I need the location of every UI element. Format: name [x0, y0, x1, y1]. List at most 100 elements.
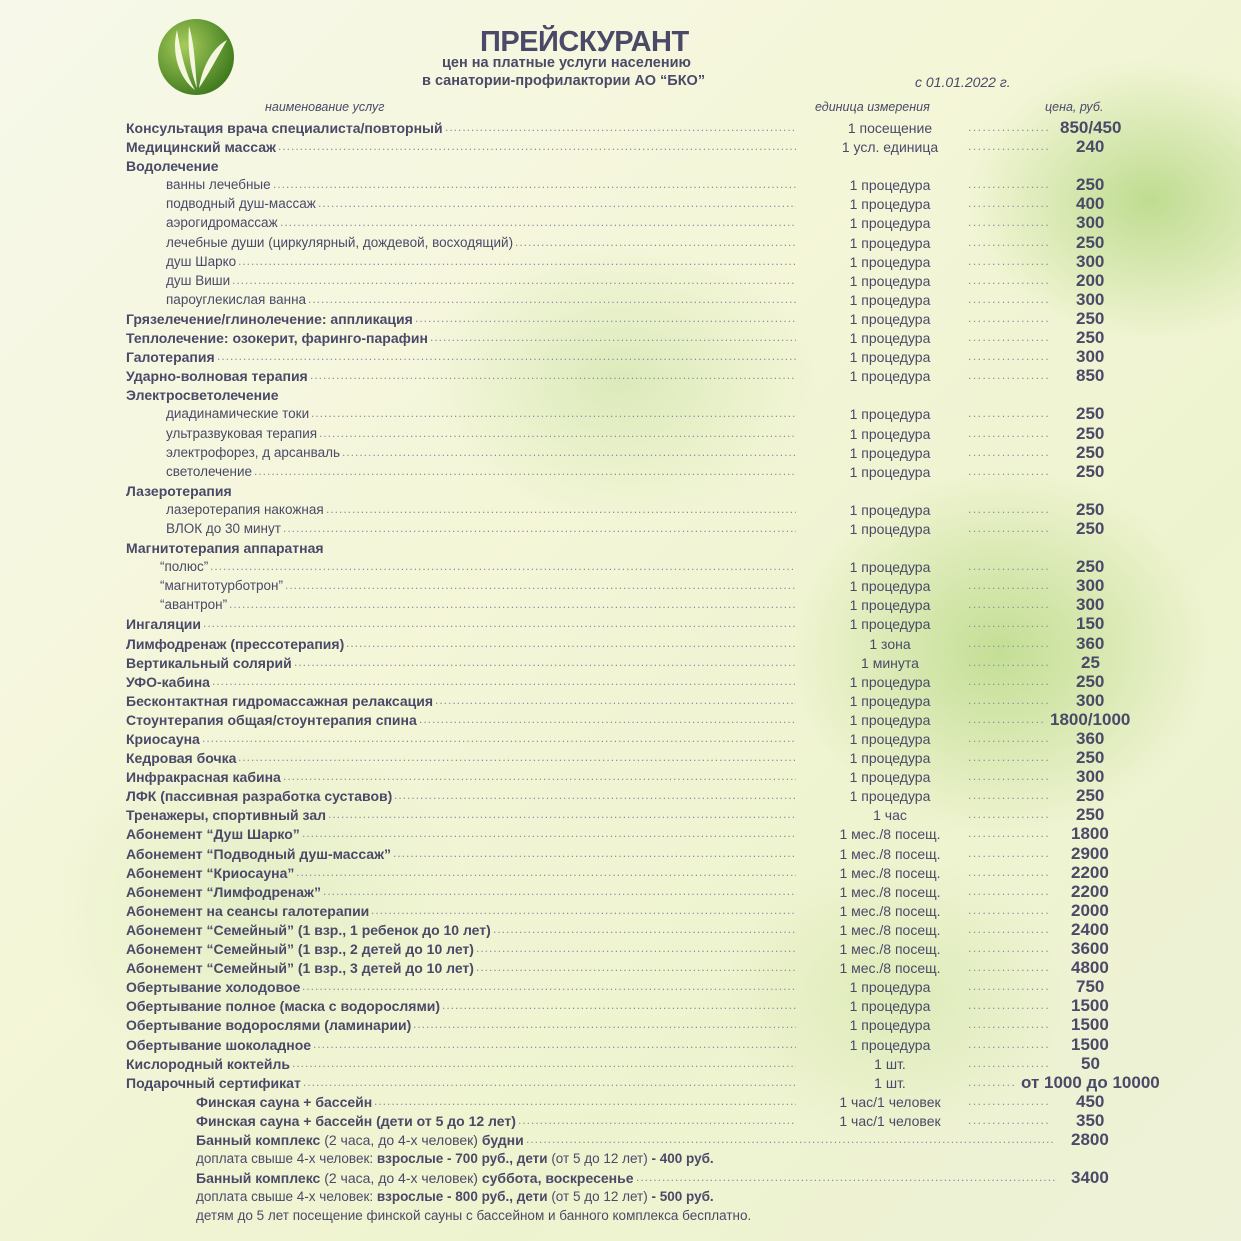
- unit-of-measure: 1 мес./8 посещ.: [839, 845, 941, 862]
- leader-dots: ........................................…: [302, 979, 796, 994]
- leader-dots: ........................................…: [273, 177, 796, 192]
- unit-of-measure: 1 процедура: [849, 272, 931, 289]
- leader-dots: ........................................…: [285, 578, 796, 593]
- leader-dots: ..............................: [968, 769, 1048, 784]
- price-row: ультразвуковая терапия..................…: [0, 424, 1241, 443]
- price-row: подводный душ-массаж....................…: [0, 194, 1241, 213]
- unit-of-measure: 1 процедура: [849, 750, 931, 767]
- price-row: УФО-кабина..............................…: [0, 672, 1241, 691]
- service-name: Медицинский массаж: [126, 139, 276, 156]
- service-name: Абонемент “Душ Шарко”: [126, 826, 300, 843]
- price-value: 1500: [1071, 1034, 1109, 1054]
- service-name: Электросветолечение: [126, 387, 279, 404]
- price-row: Банный комплекс (2 часа, до 4-х человек)…: [0, 1130, 1241, 1149]
- price-value: 300: [1076, 595, 1105, 615]
- price-row: Обертывание водорослями (ламинарии).....…: [0, 1015, 1241, 1034]
- service-name: ванны лечебные: [166, 177, 271, 193]
- price-row: Абонемент “Семейный” (1 взр., 2 детей до…: [0, 939, 1241, 958]
- leader-dots: ..............................: [968, 731, 1048, 745]
- price-row: Тренажеры, спортивный зал...............…: [0, 805, 1241, 824]
- leader-dots: ........................................…: [442, 998, 796, 1013]
- price-value: 2200: [1071, 862, 1109, 882]
- leader-dots: ..............................: [968, 807, 1048, 822]
- leader-dots: ..............................: [968, 520, 1048, 535]
- price-row: аэрогидромассаж.........................…: [0, 213, 1241, 232]
- text-segment: доплата свыше 4-х человек:: [196, 1151, 377, 1167]
- unit-of-measure: 1 процедура: [849, 731, 931, 747]
- service-name: доплата свыше 4-х человек: взрослые - 70…: [196, 1151, 714, 1166]
- price-list: Консультация врача специалиста/повторный…: [0, 118, 1241, 1225]
- unit-of-measure: 1 процедура: [849, 597, 931, 614]
- price-row: ванны лечебные..........................…: [0, 175, 1241, 194]
- price-row: Кислородный коктейль....................…: [0, 1054, 1241, 1073]
- leader-dots: ........................................…: [292, 1055, 796, 1070]
- leader-dots: ........................................…: [283, 520, 796, 535]
- service-name: доплата свыше 4-х человек: взрослые - 80…: [196, 1189, 714, 1204]
- leader-dots: ........................................…: [278, 139, 796, 154]
- price-value: 1800: [1071, 824, 1109, 844]
- service-name: Кислородный коктейль: [126, 1055, 291, 1072]
- leader-dots: ........................................…: [328, 807, 796, 822]
- leader-dots: ........................................…: [238, 750, 796, 765]
- leader-dots: ..............................: [968, 960, 1048, 975]
- leader-dots: ..............................: [968, 788, 1048, 803]
- text-segment: взрослые - 800 руб., дети: [376, 1189, 548, 1205]
- price-row: Абонемент “Семейный” (1 взр., 3 детей до…: [0, 958, 1241, 977]
- price-row: Обертывание шоколадное..................…: [0, 1035, 1241, 1054]
- note-line: детям до 5 лет посещение финской сауны с…: [0, 1206, 1241, 1225]
- text-segment: (2 часа, до 4-х человек): [320, 1131, 482, 1148]
- service-name: ВЛОК до 30 минут: [166, 520, 281, 536]
- leader-dots: ........................................…: [326, 501, 796, 516]
- price-value: 850/450: [1060, 118, 1122, 137]
- leader-dots: ..............................: [968, 310, 1048, 325]
- leader-dots: ..............................: [968, 864, 1048, 879]
- text-segment: - 500 руб.: [651, 1189, 714, 1205]
- category-heading: Лазеротерапия: [0, 481, 1241, 500]
- price-row: Консультация врача специалиста/повторный…: [0, 118, 1241, 137]
- price-row: пароуглекислая ванна....................…: [0, 290, 1241, 309]
- price-value: 25: [1081, 652, 1100, 672]
- leader-dots: ........................................…: [313, 1036, 796, 1051]
- service-name: УФО-кабина: [126, 673, 210, 690]
- leader-dots: ..............................: [968, 979, 1048, 994]
- leader-dots: ..............................: [968, 673, 1048, 688]
- leader-dots: ........................................…: [311, 406, 796, 421]
- service-name: Финская сауна + бассейн: [196, 1093, 373, 1110]
- service-name: диадинамические токи: [166, 406, 310, 422]
- price-value: 250: [1076, 518, 1105, 538]
- price-row: Абонемент “Подводный душ-массаж”........…: [0, 844, 1241, 863]
- leader-dots: ..............................: [968, 291, 1048, 306]
- leader-dots: ........................................…: [415, 310, 796, 325]
- service-name: Теплолечение: озокерит, фаринго-парафин: [126, 330, 428, 347]
- unit-of-measure: 1 шт.: [874, 1074, 906, 1091]
- unit-of-measure: 1 мес./8 посещ.: [839, 826, 941, 843]
- leader-dots: ........................................…: [283, 769, 796, 784]
- price-row: Абонемент на сеансы галотерапии.........…: [0, 901, 1241, 920]
- category-heading: Магнитотерапия аппаратная: [0, 538, 1241, 557]
- price-value: 2900: [1071, 843, 1109, 863]
- leader-dots: ........................................…: [294, 654, 796, 669]
- service-name: Бесконтактная гидромассажная релаксация: [126, 692, 434, 709]
- unit-of-measure: 1 процедура: [849, 979, 931, 996]
- price-value: 350: [1076, 1110, 1105, 1130]
- subtitle: цен на платные услуги населению: [442, 55, 691, 71]
- text-segment: суббота, воскресенье: [481, 1170, 634, 1187]
- leader-dots: ..............................: [968, 120, 1048, 134]
- leader-dots: ..............................: [968, 444, 1048, 459]
- unit-of-measure: 1 процедура: [849, 1017, 931, 1034]
- leader-dots: ........................................…: [318, 196, 796, 211]
- service-name: лазеротерапия накожная: [166, 501, 324, 517]
- leader-dots: ........................................…: [229, 597, 796, 612]
- leader-dots: ........................................…: [296, 864, 796, 879]
- unit-of-measure: 1 процедура: [849, 520, 931, 537]
- unit-of-measure: 1 процедура: [849, 330, 931, 347]
- unit-of-measure: 1 мес./8 посещ.: [839, 960, 941, 977]
- leader-dots: ..............................: [968, 196, 1048, 211]
- price-value: 360: [1076, 633, 1105, 653]
- price-row: Лимфодренаж (прессотерапия).............…: [0, 634, 1241, 653]
- leader-dots: ........................................…: [476, 960, 796, 975]
- leader-dots: ..............................: [968, 559, 1048, 574]
- leader-dots: ..............................: [968, 330, 1048, 345]
- leader-dots: ..............................: [968, 215, 1048, 230]
- service-name: Обертывание холодовое: [126, 979, 301, 996]
